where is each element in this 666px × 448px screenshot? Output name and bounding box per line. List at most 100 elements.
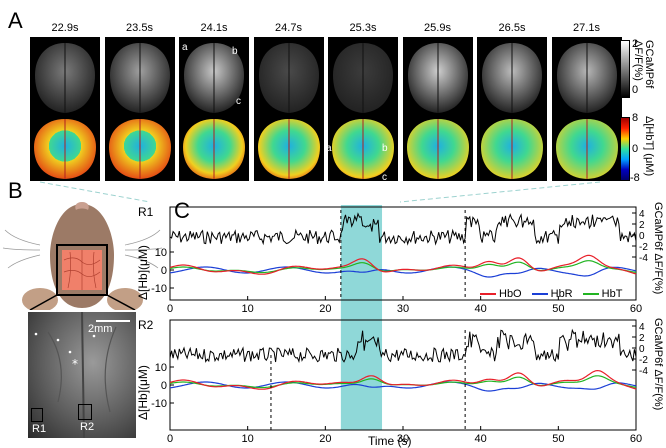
- hbt-image-tile: [328, 115, 398, 181]
- x-tick-label: 60: [630, 303, 642, 315]
- time-label: 24.7s: [275, 22, 302, 34]
- gcamp-image-tile: [30, 37, 100, 115]
- y-tick-label-left: 10: [155, 362, 167, 374]
- gcamp-image-tile: [477, 37, 547, 115]
- gcamp-image-tile: [104, 37, 175, 115]
- x-tick-label: 20: [319, 303, 331, 315]
- arrow-label-c-bottom: c: [382, 172, 387, 183]
- x-tick-label: 40: [475, 433, 487, 445]
- arrow-label-a-top: a: [182, 42, 188, 53]
- x-tick-label: 60: [630, 433, 642, 445]
- x-tick-label: 20: [319, 433, 331, 445]
- y-tick-label-left: 10: [155, 247, 167, 259]
- ylabel-right-2: GCaMP6f ΔF/F(%): [652, 318, 664, 411]
- scale-bar: [96, 320, 130, 322]
- hbt-image-tile: [179, 115, 249, 181]
- time-label: 26.5s: [498, 22, 526, 34]
- gcamp-image-tile: [179, 37, 249, 115]
- colorbar-hbt: [620, 117, 630, 181]
- legend: HbO HbR HbT: [480, 288, 622, 300]
- hbt-image-tile: [477, 115, 547, 181]
- colorbar-hbt-max: 8: [632, 112, 639, 124]
- arrow-label-c-top: c: [236, 96, 241, 107]
- y-tick-label-left: 0: [161, 380, 167, 392]
- y-tick-label-right: 2: [639, 220, 645, 231]
- y-tick-label-right: -4: [639, 366, 648, 377]
- hbo-trace: [169, 369, 637, 390]
- brain-photo: *: [28, 312, 136, 438]
- legend-hbt: HbT: [582, 288, 622, 300]
- ylabel-right-1: GCaMP6f ΔF/F(%): [652, 202, 664, 295]
- gcamp-image-tile: [253, 37, 324, 115]
- y-tick-label-left: 0: [161, 265, 167, 277]
- svg-text:*: *: [72, 357, 78, 371]
- hbr-trace: [169, 266, 637, 278]
- y-tick-label-left: -10: [151, 283, 167, 295]
- ylabel-left-2: Δ[Hb](μM): [136, 365, 150, 420]
- y-tick-label-right: 4: [639, 322, 645, 333]
- x-tick-label: 0: [167, 433, 173, 445]
- roi-box-r1: [31, 408, 43, 422]
- arrow-label-b-bottom: b: [382, 143, 388, 154]
- scale-bar-label: 2mm: [88, 323, 113, 335]
- y-tick-label-right: -2: [639, 242, 648, 253]
- zoom-connector: [39, 181, 601, 203]
- x-tick-label: 50: [552, 433, 564, 445]
- ylabel-left-1: Δ[Hb](μM): [136, 245, 150, 300]
- y-tick-label-right: -2: [639, 355, 648, 366]
- y-tick-label-right: -4: [639, 253, 648, 264]
- roi-label-r2: R2: [80, 421, 95, 433]
- cranial-window: [56, 244, 108, 296]
- hbt-image-tile: [253, 115, 324, 181]
- x-tick-label: 40: [475, 303, 487, 315]
- panel-label-b: B: [8, 178, 23, 203]
- gcamp-image-tile: [551, 37, 622, 115]
- y-tick-label-right: 0: [639, 231, 645, 242]
- colorbar-hbt-min: -8: [630, 172, 640, 184]
- gcamp-image-tile: [402, 37, 473, 115]
- time-label: 22.9s: [51, 22, 79, 34]
- hbt-image-tile: [104, 115, 175, 181]
- plot-frame: [169, 206, 637, 301]
- hbt-image-tile: [551, 115, 622, 181]
- time-label: 25.3s: [349, 22, 377, 34]
- plot-frame: [169, 319, 637, 431]
- roi-box-r2: [78, 404, 92, 420]
- arrow-label-a-bottom: a: [326, 143, 332, 154]
- legend-hbo: HbO: [480, 288, 522, 300]
- time-label: 23.5s: [126, 22, 153, 34]
- x-tick-label: 0: [167, 303, 173, 315]
- stimulus-highlight: [340, 205, 383, 430]
- panel-label-a: A: [8, 8, 23, 33]
- colorbar-gcamp-min: 0: [632, 84, 639, 96]
- roi-label-r1: R1: [32, 423, 47, 435]
- roi-title-r2: R2: [138, 318, 154, 332]
- arrow-label-b-top: b: [232, 46, 238, 57]
- time-label: 27.1s: [573, 22, 600, 34]
- colorbar-gcamp: [620, 40, 630, 98]
- y-tick-label-right: 2: [639, 333, 645, 344]
- x-tick-label: 50: [552, 303, 564, 315]
- y-tick-label-left: -10: [151, 398, 167, 410]
- roi-title-r1: R1: [138, 205, 154, 219]
- mouse-head-illustration: [2, 202, 163, 310]
- time-label: 25.9s: [424, 22, 451, 34]
- hbr-trace: [169, 381, 637, 392]
- legend-hbr: HbR: [531, 288, 573, 300]
- colorbar-hbt-mid: 0: [632, 143, 639, 155]
- panel-label-c: C: [174, 198, 190, 223]
- time-label: 24.1s: [200, 22, 228, 34]
- colorbar-gcamp-max: 2: [632, 38, 639, 50]
- x-tick-label: 10: [242, 303, 254, 315]
- y-tick-label-right: 4: [639, 209, 645, 220]
- gcamp-trace: [169, 328, 637, 364]
- hbt-image-tile: [30, 115, 100, 181]
- hbt-image-tile: [402, 115, 473, 181]
- gcamp-image-tile: [328, 37, 398, 115]
- x-tick-label: 10: [242, 433, 254, 445]
- xlabel: Time (s): [368, 434, 412, 448]
- gcamp-trace: [169, 212, 637, 246]
- y-tick-label-right: 0: [639, 344, 645, 355]
- x-tick-label: 30: [397, 303, 409, 315]
